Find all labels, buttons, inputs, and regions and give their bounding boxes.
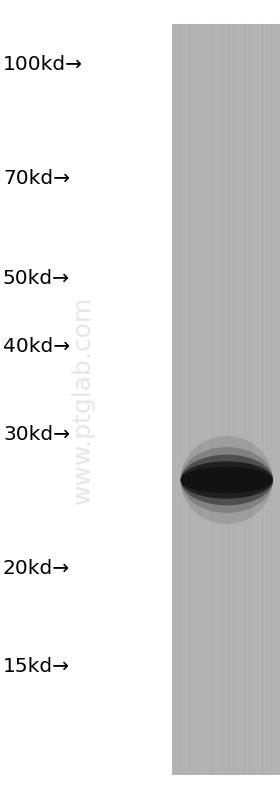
Text: 20kd→: 20kd→ xyxy=(3,559,70,578)
Ellipse shape xyxy=(181,467,273,493)
Text: 30kd→: 30kd→ xyxy=(3,426,70,444)
Text: 40kd→: 40kd→ xyxy=(3,336,70,356)
Ellipse shape xyxy=(181,455,273,505)
Bar xyxy=(172,24,280,775)
Text: www.ptglab.com: www.ptglab.com xyxy=(71,296,95,503)
Text: 100kd→: 100kd→ xyxy=(3,55,83,74)
Text: 70kd→: 70kd→ xyxy=(3,169,70,188)
Ellipse shape xyxy=(181,447,273,513)
Text: 50kd→: 50kd→ xyxy=(3,268,70,288)
Ellipse shape xyxy=(181,461,273,499)
Ellipse shape xyxy=(181,436,273,524)
Text: 15kd→: 15kd→ xyxy=(3,658,70,677)
